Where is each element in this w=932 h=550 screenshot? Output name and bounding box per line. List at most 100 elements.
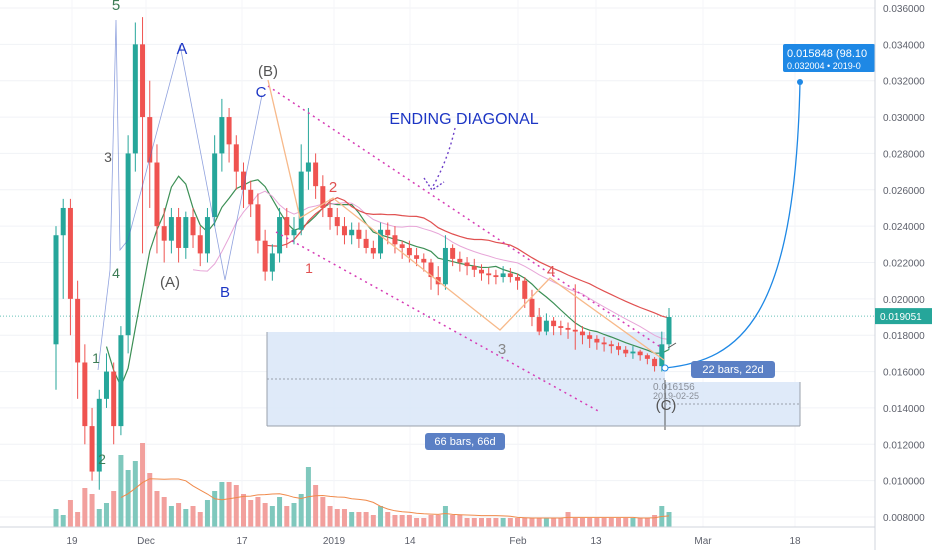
wave-label: 4 [547,263,555,280]
measure-price-text: 0.016156 [653,382,695,393]
candle-body [284,217,290,236]
volume-bar [464,518,470,527]
volume-bar [414,518,420,527]
volume-bar [644,518,650,527]
candle-body [616,346,622,350]
volume-bar [630,518,636,527]
candle-body [89,426,95,472]
measure-boxes [266,332,801,430]
volume-bar [161,497,167,527]
candle-body [305,162,311,172]
candle-body [168,217,174,241]
volume-bar [262,503,268,527]
volume-bar [572,518,578,527]
price-tick: 0.024000 [883,222,925,233]
target-label-bg [783,44,875,72]
price-tick: 0.014000 [883,404,925,415]
volume-bar [183,509,189,527]
candle-body [515,277,521,281]
candle-body [75,298,81,363]
candle-body [385,229,391,236]
volume-bar [103,503,109,527]
candle-body [132,44,138,154]
wave-label: (B) [258,63,278,80]
volume-bar [67,500,73,527]
candle-body [291,229,297,236]
volume-bar [493,518,499,527]
candle-body [623,349,629,354]
candle-body [450,247,456,259]
time-tick: Mar [694,536,712,547]
candle-body [111,371,117,427]
volume-bar [219,482,225,527]
measure-label-bg [425,433,505,450]
candle-body [277,217,283,254]
volume-bar [341,509,347,527]
projection-curve [664,81,801,369]
wave-label: B [220,284,230,301]
volume-bar [226,482,232,527]
candles [53,17,672,490]
volume-bar [118,455,124,527]
volume-bar [666,512,672,527]
candle-body [262,240,268,272]
candle-body [666,317,672,345]
price-tick: 0.026000 [883,186,925,197]
projection-start-dot [661,364,669,372]
measure-box-66d [267,332,665,426]
volume-bar [111,491,117,527]
volume-bar [579,518,585,527]
volume-bar [486,518,492,527]
volume-bar [313,485,319,527]
volume-bar [406,515,412,527]
candle-body [659,344,665,367]
volume-bar [421,518,427,527]
volume-bar [140,443,146,527]
current-price-text: 0.019051 [880,312,922,323]
volume-bar [168,506,174,527]
volume-bar [154,491,160,527]
candle-body [572,329,578,332]
candle-body [594,338,600,343]
volume-bar [637,518,643,527]
time-tick: 14 [404,536,416,547]
candle-body [529,298,535,318]
volume-bar [385,512,391,527]
volume-bar [558,518,564,527]
candle-body [161,226,167,241]
volume-bar [594,518,600,527]
volume-bar [197,512,203,527]
volume-bar [522,518,528,527]
candle-body [140,44,146,118]
candle-body [341,226,347,236]
candle-body [255,204,261,241]
current-price-tag [875,308,932,325]
volume-bar [478,518,484,527]
volume-bar [515,518,521,527]
time-tick: 13 [590,536,602,547]
volume-bar [587,518,593,527]
volume-bar [248,500,254,527]
volume-bar [320,497,326,527]
candle-body [414,255,420,259]
candle-body [551,320,557,327]
candle-body [248,189,254,205]
candle-body [82,362,88,427]
wave-label: 1 [92,350,100,366]
volume-bar [435,515,441,527]
volume-bars [53,443,672,527]
price-tick: 0.010000 [883,477,925,488]
candle-body [53,235,59,345]
price-tick: 0.028000 [883,149,925,160]
price-tick: 0.022000 [883,259,925,270]
impulse-path [97,19,263,371]
candle-body [176,217,182,248]
candle-body [190,217,196,236]
candle-body [197,235,203,254]
volume-bar [277,497,283,527]
candle-body [154,162,160,227]
wave-label: C [256,84,267,101]
wave-label: 3 [498,341,506,358]
candle-body [370,247,376,254]
